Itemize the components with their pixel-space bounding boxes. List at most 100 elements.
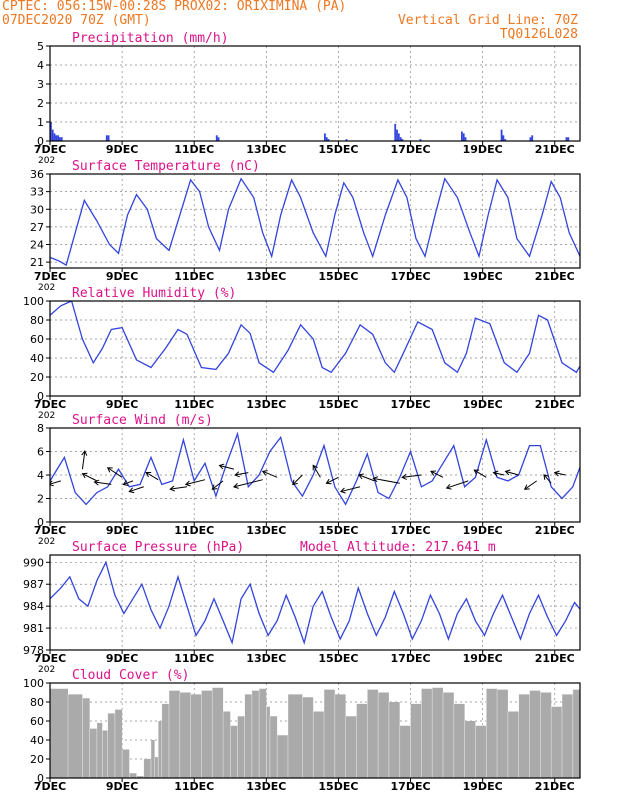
precip-bar bbox=[529, 137, 532, 141]
precip-bar bbox=[324, 133, 326, 141]
x-tick-label: 19DEC bbox=[463, 398, 503, 411]
y-tick-label: 0 bbox=[37, 390, 44, 403]
precip-bar bbox=[401, 139, 404, 141]
wind-vector bbox=[446, 480, 469, 489]
wind-arrowhead bbox=[312, 464, 318, 471]
x-tick-label: 15DEC bbox=[318, 524, 358, 537]
plot-area-temperature bbox=[50, 177, 580, 267]
precip-bar bbox=[399, 137, 402, 141]
y-tick-label: 100 bbox=[23, 677, 44, 690]
x-tick-label: 17DEC bbox=[391, 398, 431, 411]
panel-frame bbox=[49, 300, 581, 397]
x-tick-label: 15DEC bbox=[318, 398, 358, 411]
x-tick-label: 17DEC bbox=[391, 780, 431, 793]
y-tick-label: 990 bbox=[23, 556, 44, 569]
precip-bar bbox=[567, 137, 570, 141]
wind-vector bbox=[402, 474, 422, 478]
x-tick-label: 7DEC bbox=[34, 524, 66, 537]
x-tick-label: 21DEC bbox=[535, 524, 575, 537]
series-line bbox=[50, 431, 580, 506]
y-tick-label: 27 bbox=[30, 221, 44, 234]
precip-bar bbox=[461, 131, 463, 141]
panel-pressure bbox=[46, 554, 581, 654]
y-tick-label: 8 bbox=[37, 422, 44, 435]
wind-vector bbox=[107, 467, 123, 478]
wind-vector bbox=[82, 473, 98, 482]
model-altitude: Model Altitude: 217.641 m bbox=[300, 540, 496, 555]
y-tick-label: 80 bbox=[30, 696, 44, 709]
x-tick-label: 7DEC bbox=[34, 652, 66, 665]
wind-arrowhead bbox=[211, 484, 218, 490]
wind-arrowhead bbox=[292, 479, 298, 486]
y-tick-label: 20 bbox=[30, 753, 44, 766]
wind-arrowhead bbox=[372, 476, 379, 483]
panel-temperature bbox=[46, 173, 581, 272]
plot-area-pressure bbox=[50, 560, 580, 645]
wind-vector bbox=[94, 481, 112, 485]
x-tick-label: 15DEC bbox=[318, 780, 358, 793]
wind-arrowhead bbox=[492, 470, 499, 477]
wind-arrowhead bbox=[169, 485, 176, 492]
precip-bar bbox=[327, 139, 330, 141]
precip-bar bbox=[500, 129, 503, 141]
wind-vector bbox=[373, 477, 400, 484]
precip-bar bbox=[57, 135, 60, 141]
x-tick-label: 9DEC bbox=[106, 270, 138, 283]
wind-vector bbox=[326, 476, 339, 484]
x-tick-label: 13DEC bbox=[246, 524, 286, 537]
precip-bar bbox=[107, 135, 110, 141]
wind-vector bbox=[340, 486, 361, 493]
wind-vector bbox=[505, 470, 519, 476]
x-tick-label: 17DEC bbox=[391, 524, 431, 537]
y-tick-label: 40 bbox=[30, 352, 44, 365]
wind-arrowhead bbox=[325, 478, 332, 485]
wind-vector bbox=[312, 465, 321, 478]
wind-vector bbox=[233, 479, 263, 488]
wind-vector bbox=[185, 479, 206, 485]
precip-bar bbox=[55, 135, 58, 141]
wind-vector bbox=[610, 477, 618, 483]
x-tick-label: 13DEC bbox=[246, 780, 286, 793]
plot-area-precipitation bbox=[50, 122, 611, 141]
x-tick-label: 13DEC bbox=[246, 398, 286, 411]
x-tick-label: 13DEC bbox=[246, 143, 286, 156]
panel-frame bbox=[49, 554, 581, 651]
header-model-id: TQ0126L028 bbox=[499, 27, 578, 42]
wind-arrowhead bbox=[184, 480, 191, 487]
wind-arrowhead bbox=[50, 480, 54, 487]
wind-arrowhead bbox=[232, 483, 239, 489]
precip-bar bbox=[607, 130, 609, 141]
precip-bar bbox=[105, 135, 108, 141]
x-tick-label: 15DEC bbox=[318, 270, 358, 283]
y-tick-label: 4 bbox=[37, 469, 44, 482]
x-tick-label: 9DEC bbox=[106, 398, 138, 411]
y-tick-label: 36 bbox=[30, 168, 44, 181]
wind-arrowhead bbox=[445, 483, 452, 490]
panel-title-pressure: Surface Pressure (hPa) bbox=[72, 540, 244, 555]
y-tick-label: 33 bbox=[30, 186, 44, 199]
wind-vector bbox=[50, 480, 61, 485]
precip-bar bbox=[60, 137, 63, 141]
wind-arrowhead bbox=[81, 450, 88, 456]
y-tick-label: 40 bbox=[30, 734, 44, 747]
wind-vector bbox=[219, 465, 234, 470]
y-tick-label: 100 bbox=[23, 295, 44, 308]
precip-bar bbox=[609, 135, 611, 141]
wind-vector bbox=[170, 486, 188, 490]
x-tick-label: 17DEC bbox=[391, 143, 431, 156]
wind-vector bbox=[474, 469, 487, 478]
precip-bar bbox=[217, 137, 220, 141]
header-grid-note: Vertical Grid Line: 70Z bbox=[397, 13, 578, 28]
wind-arrowhead bbox=[106, 467, 113, 473]
precip-bar bbox=[215, 135, 218, 141]
x-tick-label: 7DEC bbox=[34, 398, 66, 411]
x-tick-label: 11DEC bbox=[174, 143, 214, 156]
precip-bar bbox=[565, 137, 568, 141]
x-year-stub: 202 bbox=[38, 411, 55, 421]
wind-vector bbox=[493, 472, 505, 476]
wind-vector bbox=[292, 474, 303, 485]
y-tick-label: 3 bbox=[37, 78, 44, 91]
wind-vector bbox=[123, 480, 134, 485]
y-tick-label: 2 bbox=[37, 97, 44, 110]
